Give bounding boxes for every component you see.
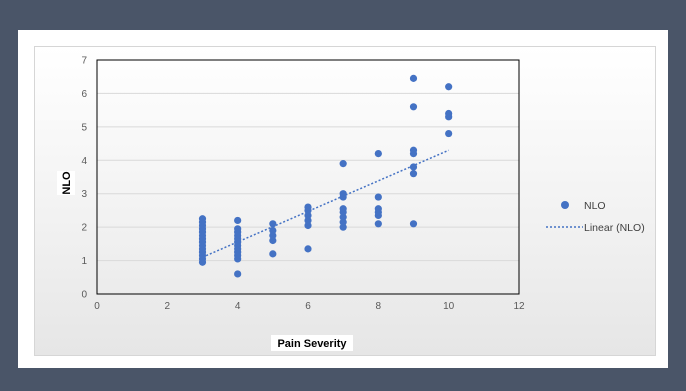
y-tick-label: 2: [81, 223, 87, 234]
data-point: [409, 146, 418, 154]
x-tick-label: 4: [235, 301, 241, 312]
y-tick-label: 5: [81, 122, 87, 133]
data-point: [445, 129, 453, 138]
data-point: [339, 218, 347, 226]
y-tick-label: 0: [81, 290, 87, 301]
data-point: [339, 160, 347, 168]
data-point: [269, 236, 277, 245]
data-point: [409, 220, 418, 228]
x-axis-title-background: [271, 335, 353, 351]
y-tick-label: 6: [81, 89, 87, 100]
x-tick-label: 8: [376, 301, 382, 312]
legend-marker-nlo: [561, 201, 569, 209]
y-tick-label: 7: [81, 56, 87, 67]
x-tick-label: 2: [165, 301, 171, 312]
data-point: [339, 213, 347, 221]
x-tick-label: 12: [513, 301, 525, 312]
data-point: [304, 216, 312, 225]
x-tick-label: 0: [94, 301, 100, 312]
data-point: [269, 226, 277, 235]
legend: NLO Linear (NLO): [546, 200, 645, 234]
x-tick-label: 10: [443, 301, 455, 312]
data-point: [374, 193, 382, 201]
data-point: [234, 216, 242, 225]
data-points: [198, 74, 453, 278]
data-point: [304, 203, 312, 211]
data-point: [445, 109, 453, 118]
data-point: [445, 83, 453, 91]
trendline: [202, 149, 449, 258]
data-point: [198, 215, 207, 223]
legend-label-trendline: Linear (NLO): [584, 222, 645, 234]
gridlines: [97, 92, 519, 262]
y-axis-title: NLO: [61, 171, 73, 195]
data-point: [234, 225, 242, 233]
data-point: [269, 250, 277, 258]
x-tick-label: 6: [305, 301, 311, 312]
y-axis-title-background: [57, 171, 75, 195]
data-point: [339, 205, 347, 213]
data-point: [234, 270, 242, 278]
data-point: [374, 150, 382, 158]
data-point: [304, 221, 312, 230]
y-tick-label: 1: [81, 256, 87, 267]
data-point: [269, 220, 277, 228]
legend-label-nlo: NLO: [584, 200, 606, 212]
data-point: [409, 74, 418, 82]
data-point: [269, 231, 277, 240]
data-point: [304, 245, 312, 253]
data-point: [409, 163, 418, 171]
data-point: [409, 170, 418, 178]
x-axis-title: Pain Severity: [277, 338, 347, 350]
plot-area-border: [96, 59, 520, 295]
data-point: [304, 211, 312, 220]
x-axis-ticks: 0 2 4 6 8 10 12: [94, 301, 525, 312]
data-point: [374, 220, 382, 228]
data-point: [339, 190, 347, 198]
data-point: [374, 205, 382, 213]
y-axis-ticks: 0 1 2 3 4 5 6 7: [81, 56, 87, 301]
y-tick-label: 3: [81, 189, 87, 200]
data-point: [409, 103, 418, 111]
y-tick-label: 4: [81, 156, 87, 167]
data-point: [339, 223, 347, 231]
